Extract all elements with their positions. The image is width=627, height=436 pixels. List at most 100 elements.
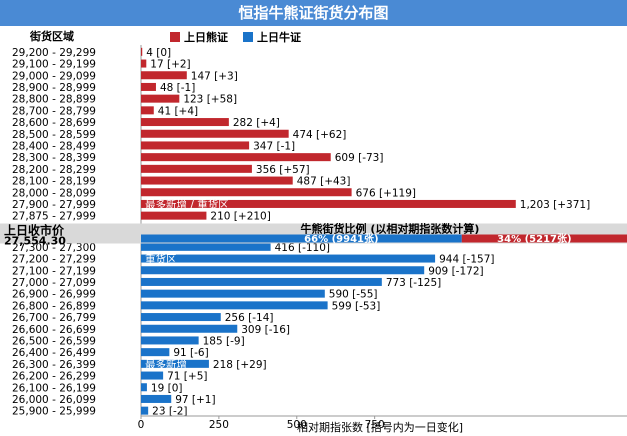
x-tick-label: 250 [209, 419, 229, 431]
bull-data-label: 309 [-16] [241, 324, 290, 336]
bear-data-label: 356 [+57] [256, 164, 310, 176]
bear-category-label: 27,900 - 27,999 [12, 199, 96, 211]
bear-bar [141, 141, 250, 150]
bull-bar [141, 348, 170, 357]
bear-data-label: 347 [-1] [253, 140, 295, 152]
bull-category-label: 26,400 - 26,499 [12, 347, 96, 359]
bear-data-label: 41 [+4] [158, 105, 198, 117]
x-tick-label: 0 [138, 419, 145, 431]
bear-bar [141, 82, 156, 91]
bear-category-label: 27,875 - 27,999 [12, 211, 96, 223]
bear-category-label: 28,300 - 28,399 [12, 152, 96, 164]
bull-bar [141, 394, 172, 403]
bull-category-label: 26,500 - 26,599 [12, 335, 96, 347]
bear-bar [141, 129, 289, 138]
bear-data-label: 487 [+43] [297, 176, 351, 188]
bear-bar [141, 176, 293, 185]
bear-category-label: 28,900 - 28,999 [12, 82, 96, 94]
bull-bar [141, 254, 436, 263]
bull-category-label: 27,100 - 27,199 [12, 265, 96, 277]
bull-category-label: 26,300 - 26,399 [12, 359, 96, 371]
bear-data-label: 147 [+3] [191, 70, 238, 82]
annotation-0: 最多新增 / 重货区 [145, 198, 229, 211]
bear-data-label: 282 [+4] [233, 117, 280, 129]
bull-data-label: 185 [-9] [203, 335, 245, 347]
bull-bar [141, 277, 382, 286]
bull-data-label: 416 [-110] [275, 242, 330, 254]
bear-bar [141, 188, 352, 197]
bull-data-label: 91 [-6] [173, 347, 208, 359]
bear-data-label: 1,203 [+371] [520, 199, 590, 211]
bear-data-label: 4 [0] [146, 47, 171, 59]
bear-data-label: 676 [+119] [356, 187, 416, 199]
bull-bar [141, 324, 238, 333]
bear-category-label: 28,400 - 28,499 [12, 140, 96, 152]
x-tick-label: 500 [287, 419, 307, 431]
bear-bar [141, 47, 143, 56]
bull-bar [141, 406, 149, 415]
bull-data-label: 944 [-157] [439, 254, 494, 266]
bear-data-label: 17 [+2] [150, 59, 190, 71]
bear-data-label: 123 [+58] [183, 94, 237, 106]
x-tick-label: 750 [365, 419, 385, 431]
annotation-1: 重货区 [145, 253, 177, 266]
bull-data-label: 256 [-14] [225, 312, 274, 324]
bull-category-label: 26,800 - 26,899 [12, 300, 96, 312]
bear-data-label: 474 [+62] [293, 129, 347, 141]
bear-category-label: 28,500 - 28,599 [12, 129, 96, 141]
legend-label-1: 上日牛证 [257, 30, 301, 44]
bear-bar [141, 164, 252, 173]
bear-bar [141, 199, 516, 208]
bear-category-label: 29,000 - 29,099 [12, 70, 96, 82]
ratio-bear-text: 34% (5217张) [497, 232, 571, 245]
bear-category-label: 28,200 - 28,299 [12, 164, 96, 176]
bull-data-label: 71 [+5] [167, 371, 207, 383]
ratio-bear-bar [461, 234, 627, 243]
bull-bar [141, 301, 328, 310]
bull-data-label: 97 [+1] [175, 394, 215, 406]
bull-data-label: 218 [+29] [213, 359, 267, 371]
bull-data-label: 909 [-172] [428, 265, 483, 277]
bull-bar [141, 313, 221, 322]
legend-swatch-1 [243, 32, 253, 42]
bear-category-label: 29,200 - 29,299 [12, 47, 96, 59]
bull-data-label: 19 [0] [151, 382, 183, 394]
bear-bar [141, 59, 147, 68]
bear-data-label: 210 [+210] [210, 211, 270, 223]
bear-category-label: 28,100 - 28,199 [12, 176, 96, 188]
bull-category-label: 26,200 - 26,299 [12, 371, 96, 383]
bear-bar [141, 211, 207, 220]
ratio-bull-bar [141, 234, 462, 243]
bull-bar [141, 371, 164, 380]
bear-category-label: 28,800 - 28,899 [12, 94, 96, 106]
bull-category-label: 26,100 - 26,199 [12, 382, 96, 394]
bull-category-label: 27,200 - 27,299 [12, 254, 96, 266]
bear-bar [141, 118, 229, 127]
chart-title: 恒指牛熊证街货分布图 [0, 0, 627, 26]
bull-data-label: 23 [-2] [152, 406, 187, 418]
bull-data-label: 599 [-53] [332, 300, 381, 312]
bull-category-label: 26,700 - 26,799 [12, 312, 96, 324]
bull-bar [141, 242, 271, 251]
bear-bar [141, 71, 187, 80]
bear-category-label: 28,600 - 28,699 [12, 117, 96, 129]
ratio-bull-text: 66% (9941张) [304, 232, 378, 245]
ratio-title: 牛熊街货比例 (以相对期指张数计算) [301, 222, 480, 236]
legend-swatch-0 [170, 32, 180, 42]
bull-bar [141, 266, 425, 275]
bull-data-label: 773 [-125] [386, 277, 441, 289]
bull-category-label: 26,900 - 26,999 [12, 289, 96, 301]
bear-bar [141, 153, 331, 162]
bull-bar [141, 336, 199, 345]
bear-data-label: 609 [-73] [335, 152, 384, 164]
bear-category-label: 28,700 - 28,799 [12, 105, 96, 117]
bull-data-label: 590 [-55] [329, 289, 378, 301]
close-price-value: 27,554.30 [4, 235, 66, 248]
legend-label-0: 上日熊证 [184, 30, 228, 44]
bear-bar [141, 94, 180, 103]
annotation-2: 最多新增 [145, 358, 187, 371]
bull-category-label: 26,000 - 26,099 [12, 394, 96, 406]
bull-bar [141, 359, 209, 368]
bull-category-label: 26,600 - 26,699 [12, 324, 96, 336]
